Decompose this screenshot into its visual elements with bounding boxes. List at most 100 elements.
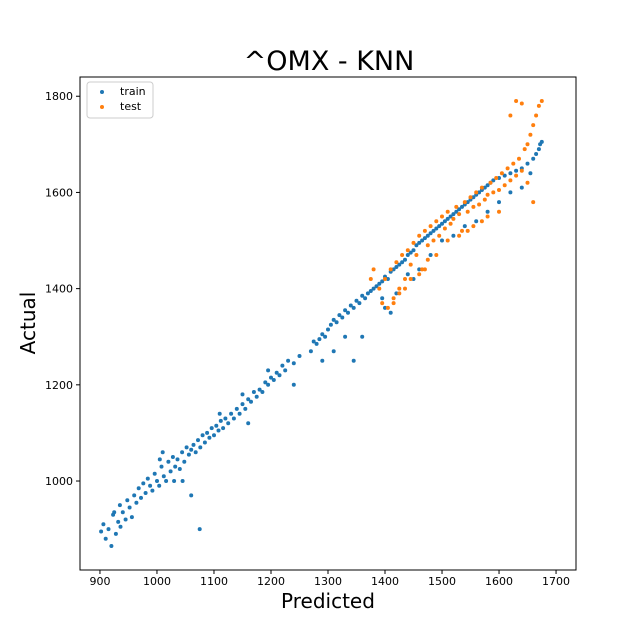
train-point xyxy=(497,176,501,180)
train-point xyxy=(145,476,150,481)
train-point xyxy=(377,281,382,286)
train-point xyxy=(197,527,202,532)
train-point xyxy=(221,426,226,431)
train-point xyxy=(497,200,501,205)
test-point xyxy=(536,103,541,108)
train-point xyxy=(360,334,365,339)
train-point xyxy=(431,228,436,233)
train-point xyxy=(502,173,507,178)
x-tick-label: 1000 xyxy=(143,575,171,588)
test-point xyxy=(434,253,439,257)
test-point xyxy=(445,209,450,214)
train-point xyxy=(249,399,253,404)
train-point xyxy=(445,216,450,221)
train-point xyxy=(451,212,456,217)
train-point xyxy=(237,411,242,416)
test-point xyxy=(445,238,450,243)
train-point xyxy=(218,418,223,423)
test-point xyxy=(368,277,373,281)
series-test xyxy=(368,99,544,310)
test-point xyxy=(380,301,385,306)
legend: train test xyxy=(86,81,154,119)
train-point xyxy=(420,238,425,243)
train-point xyxy=(346,310,350,315)
test-point xyxy=(462,200,467,205)
train-point xyxy=(508,171,513,176)
train-point xyxy=(212,433,216,438)
train-point xyxy=(485,183,490,188)
train-point xyxy=(471,195,476,200)
test-point xyxy=(428,224,433,229)
test-point xyxy=(397,291,402,296)
test-point xyxy=(442,226,447,231)
test-point xyxy=(482,197,487,202)
train-point xyxy=(331,349,336,354)
train-point xyxy=(536,147,541,152)
test-point xyxy=(514,173,519,178)
test-point xyxy=(465,228,470,233)
x-tick-label: 1300 xyxy=(314,575,342,588)
train-point xyxy=(180,450,185,455)
train-point xyxy=(411,248,416,253)
train-point xyxy=(380,279,385,284)
test-point xyxy=(434,219,439,224)
train-point xyxy=(129,515,134,520)
train-point xyxy=(240,402,245,407)
train-point xyxy=(103,536,108,541)
test-point xyxy=(508,178,513,183)
train-point xyxy=(348,303,353,308)
x-tick-label: 1200 xyxy=(257,575,285,588)
test-point xyxy=(465,209,470,214)
test-point xyxy=(451,216,456,221)
train-point xyxy=(148,483,153,488)
test-point xyxy=(479,219,484,224)
train-point xyxy=(331,317,336,322)
train-point xyxy=(514,168,519,173)
train-point xyxy=(182,459,187,464)
test-point xyxy=(539,99,544,103)
test-point xyxy=(385,305,390,310)
legend-label-test: test xyxy=(120,100,142,113)
x-tick-label: 1400 xyxy=(371,575,399,588)
train-point xyxy=(152,471,157,476)
legend-marker-train xyxy=(100,90,104,94)
train-point xyxy=(448,214,453,219)
train-point xyxy=(229,411,234,416)
train-point xyxy=(125,498,130,503)
train-point xyxy=(141,481,146,486)
train-point xyxy=(106,527,111,532)
train-point xyxy=(263,380,268,385)
train-point xyxy=(394,291,399,296)
legend-marker-test xyxy=(100,105,104,109)
train-point xyxy=(283,368,288,373)
train-point xyxy=(175,457,180,462)
train-point xyxy=(189,447,194,452)
train-point xyxy=(337,313,342,318)
train-point xyxy=(240,392,245,397)
test-point xyxy=(377,286,382,291)
train-point xyxy=(405,253,410,257)
train-point xyxy=(226,421,231,426)
train-point xyxy=(266,382,271,387)
train-point xyxy=(243,406,248,411)
train-point xyxy=(457,207,462,212)
test-point xyxy=(371,267,376,272)
test-point xyxy=(408,277,413,281)
train-point xyxy=(474,219,479,224)
train-point xyxy=(254,394,259,399)
train-point xyxy=(139,495,143,500)
train-point xyxy=(434,226,439,231)
test-point xyxy=(422,228,427,233)
test-point xyxy=(485,192,490,197)
train-point xyxy=(136,486,141,491)
series-train xyxy=(99,139,544,548)
train-point xyxy=(388,310,393,315)
test-point xyxy=(517,156,521,161)
train-point xyxy=(437,224,442,229)
train-point xyxy=(442,219,447,224)
test-point xyxy=(525,142,530,147)
train-point xyxy=(186,452,191,457)
train-point xyxy=(394,265,399,269)
test-point xyxy=(457,233,462,238)
train-point xyxy=(291,361,296,366)
